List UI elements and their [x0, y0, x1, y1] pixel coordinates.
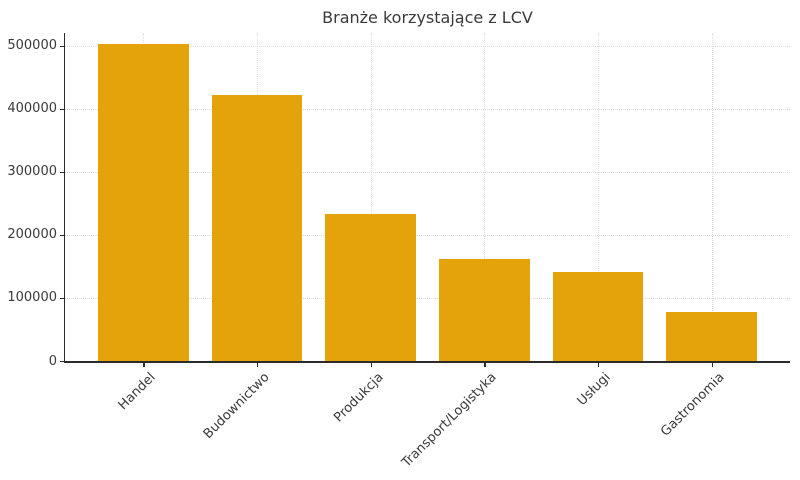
- grid-line-horizontal: [65, 234, 790, 236]
- y-tick-label: 400000: [7, 101, 57, 117]
- grid-line-horizontal: [65, 297, 790, 299]
- grid-line-vertical: [711, 33, 713, 361]
- bar-budownictwo: [211, 94, 303, 361]
- bar-us-ugi: [552, 272, 644, 361]
- y-tick-mark: [59, 108, 64, 110]
- y-tick-mark: [59, 45, 64, 47]
- y-tick-label: 500000: [7, 38, 57, 54]
- x-tick-mark: [143, 362, 145, 367]
- x-axis-line: [63, 361, 790, 363]
- grid-line-horizontal: [65, 171, 790, 173]
- bar-transport-logistyka: [438, 258, 530, 361]
- chart-title: Branże korzystające z LCV: [322, 8, 533, 27]
- grid-line-vertical: [484, 33, 486, 361]
- y-tick-mark: [59, 297, 64, 300]
- y-tick-label: 100000: [7, 290, 57, 306]
- y-axis-line: [63, 33, 65, 363]
- y-tick-label: 0: [48, 353, 57, 369]
- y-tick-label: 300000: [7, 164, 57, 180]
- y-tick-mark: [59, 234, 64, 237]
- x-tick-mark: [711, 362, 713, 367]
- bar-handel: [97, 44, 189, 361]
- y-tick-mark: [59, 361, 64, 363]
- y-tick-label: 200000: [7, 227, 57, 243]
- grid-line-horizontal: [65, 45, 790, 47]
- y-tick-mark: [59, 171, 64, 173]
- bar-gastronomia: [666, 312, 758, 361]
- x-tick-mark: [597, 362, 600, 367]
- x-tick-mark: [484, 362, 486, 367]
- x-tick-mark: [370, 362, 372, 367]
- grid-line-vertical: [370, 33, 372, 361]
- grid-line-horizontal: [65, 108, 790, 110]
- x-tick-label: Handel: [116, 370, 160, 414]
- bar-produkcja: [325, 214, 417, 361]
- x-tick-mark: [257, 362, 259, 367]
- grid-line-vertical: [597, 33, 599, 361]
